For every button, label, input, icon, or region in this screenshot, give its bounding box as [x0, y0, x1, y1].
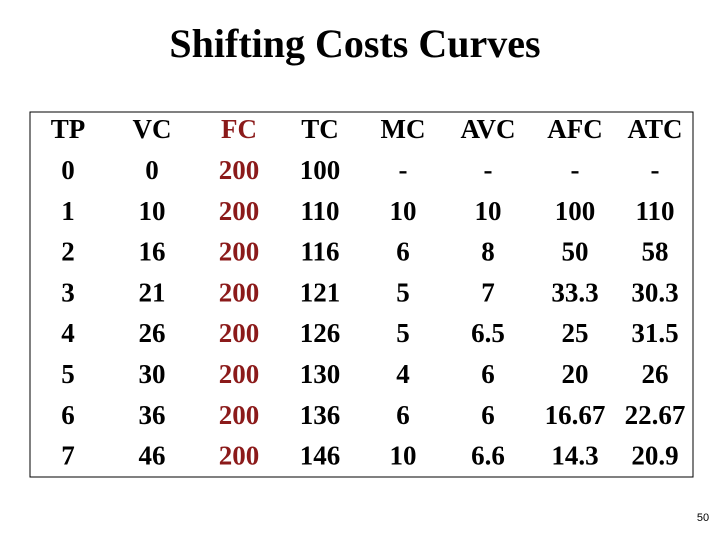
slide-title: Shifting Costs Curves: [169, 21, 540, 66]
table-cell: -: [484, 155, 493, 185]
column-header: FC: [221, 114, 257, 144]
table-cell: 36: [139, 400, 166, 430]
column-header: ATC: [627, 114, 682, 144]
table-cell: 58: [642, 237, 669, 267]
column-header: AFC: [547, 114, 603, 144]
page-number: 50: [697, 512, 709, 524]
table-cell: -: [571, 155, 580, 185]
table-cell: 8: [481, 237, 495, 267]
table-cell: 200: [219, 237, 260, 267]
table-cell: 126: [300, 318, 341, 348]
table-cell: 20.9: [631, 441, 678, 471]
table-cell: 20: [562, 359, 589, 389]
column-header: AVC: [460, 114, 515, 144]
table-cell: 14.3: [551, 441, 598, 471]
table-cell: 6.6: [471, 441, 505, 471]
table-cell: 100: [555, 196, 596, 226]
table-cell: 31.5: [631, 318, 678, 348]
table-cell: -: [651, 155, 660, 185]
table-cell: 6: [396, 237, 410, 267]
table-cell: 200: [219, 441, 260, 471]
column-header: MC: [381, 114, 426, 144]
table-cell: 6: [61, 400, 75, 430]
table-cell: 6: [481, 400, 495, 430]
table-cell: -: [399, 155, 408, 185]
table-cell: 7: [481, 277, 495, 307]
table-cell: 200: [219, 359, 260, 389]
table-cell: 7: [61, 441, 75, 471]
table-cell: 5: [396, 277, 410, 307]
table-cell: 5: [396, 318, 410, 348]
table-cell: 33.3: [551, 277, 598, 307]
table-cell: 10: [475, 196, 502, 226]
table-cell: 5: [61, 359, 75, 389]
table-cell: 0: [145, 155, 159, 185]
table-cell: 50: [562, 237, 589, 267]
table-cell: 26: [139, 318, 166, 348]
table-cell: 4: [61, 318, 75, 348]
table-cell: 200: [219, 318, 260, 348]
table-cell: 10: [390, 196, 417, 226]
table-cell: 16.67: [545, 400, 606, 430]
table-cell: 21: [139, 277, 166, 307]
table-cell: 200: [219, 277, 260, 307]
table-cell: 10: [139, 196, 166, 226]
column-header: TC: [301, 114, 339, 144]
table-cell: 6.5: [471, 318, 505, 348]
table-cell: 22.67: [625, 400, 686, 430]
table-cell: 4: [396, 359, 410, 389]
table-cell: 200: [219, 196, 260, 226]
table-cell: 146: [300, 441, 341, 471]
table-cell: 121: [300, 277, 341, 307]
table-cell: 200: [219, 400, 260, 430]
table-cell: 25: [562, 318, 589, 348]
column-header: TP: [51, 114, 86, 144]
table-cell: 30.3: [631, 277, 678, 307]
table-border: [29, 111, 694, 478]
table-cell: 16: [139, 237, 166, 267]
table-cell: 10: [390, 441, 417, 471]
table-cell: 1: [61, 196, 75, 226]
column-header: VC: [133, 114, 172, 144]
table-cell: 30: [139, 359, 166, 389]
table-cell: 3: [61, 277, 75, 307]
table-cell: 6: [481, 359, 495, 389]
table-cell: 0: [61, 155, 75, 185]
table-cell: 136: [300, 400, 341, 430]
table-cell: 200: [219, 155, 260, 185]
table-cell: 2: [61, 237, 75, 267]
table-cell: 116: [300, 237, 339, 267]
table-cell: 6: [396, 400, 410, 430]
table-cell: 26: [642, 359, 669, 389]
table-cell: 110: [300, 196, 339, 226]
table-cell: 130: [300, 359, 341, 389]
table-cell: 110: [635, 196, 674, 226]
table-cell: 100: [300, 155, 341, 185]
table-cell: 46: [139, 441, 166, 471]
